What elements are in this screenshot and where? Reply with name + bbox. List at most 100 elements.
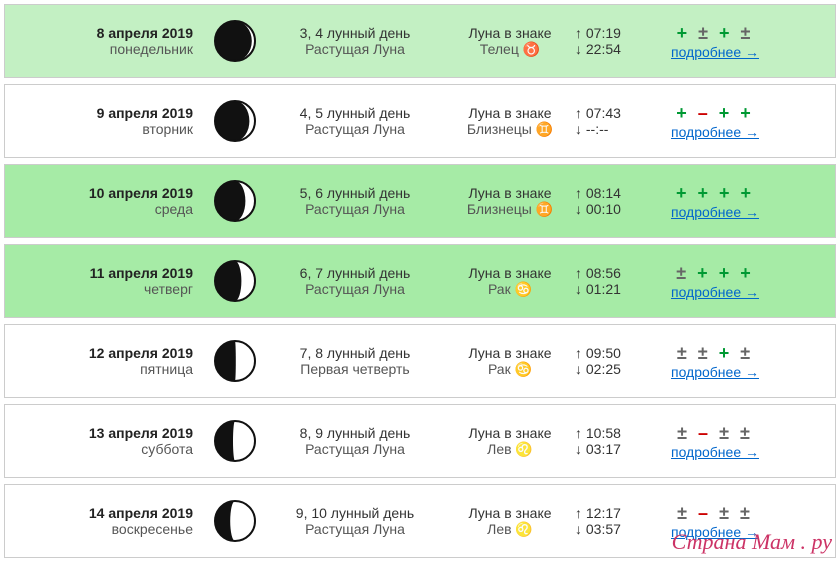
lunar-day-label: 8, 9 лунный день	[265, 425, 445, 441]
calendar-row: 12 апреля 2019 пятница 7, 8 лунный день …	[4, 324, 836, 398]
zodiac-label: Рак ♋	[445, 281, 575, 298]
score-symbols: ± ± + ±	[655, 343, 775, 364]
score-cell: + + + + подробнее →	[655, 183, 775, 220]
score-symbols: + – + +	[655, 103, 775, 124]
moonrise-label: ↑ 10:58	[575, 425, 655, 441]
weekday-label: среда	[13, 201, 193, 217]
sign-label: Луна в знаке	[445, 425, 575, 441]
weekday-label: вторник	[13, 121, 193, 137]
details-link[interactable]: подробнее →	[671, 524, 759, 540]
score-symbols: ± + + +	[655, 263, 775, 284]
moonset-label: ↓ 03:17	[575, 441, 655, 457]
moonrise-label: ↑ 07:19	[575, 25, 655, 41]
details-link[interactable]: подробнее →	[671, 124, 759, 140]
score-symbols: + ± + ±	[655, 23, 775, 44]
zodiac-label: Лев ♌	[445, 441, 575, 458]
moonset-label: ↓ 01:21	[575, 281, 655, 297]
score-symbols: ± – ± ±	[655, 423, 775, 444]
lunar-day-cell: 6, 7 лунный день Растущая Луна	[265, 265, 445, 297]
score-cell: + – + + подробнее →	[655, 103, 775, 140]
date-cell: 11 апреля 2019 четверг	[13, 265, 205, 297]
date-label: 9 апреля 2019	[13, 105, 193, 121]
details-link[interactable]: подробнее →	[671, 444, 759, 460]
calendar-row: 11 апреля 2019 четверг 6, 7 лунный день …	[4, 244, 836, 318]
details-link[interactable]: подробнее →	[671, 364, 759, 380]
moon-times-cell: ↑ 09:50 ↓ 02:25	[575, 345, 655, 377]
zodiac-cell: Луна в знаке Близнецы ♊	[445, 185, 575, 218]
lunar-day-label: 3, 4 лунный день	[265, 25, 445, 41]
phase-label: Растущая Луна	[265, 41, 445, 57]
phase-label: Растущая Луна	[265, 521, 445, 537]
moonrise-label: ↑ 08:56	[575, 265, 655, 281]
lunar-day-cell: 5, 6 лунный день Растущая Луна	[265, 185, 445, 217]
date-label: 11 апреля 2019	[13, 265, 193, 281]
moon-phase-icon	[205, 179, 265, 223]
lunar-day-label: 5, 6 лунный день	[265, 185, 445, 201]
phase-label: Растущая Луна	[265, 121, 445, 137]
zodiac-label: Близнецы ♊	[445, 121, 575, 138]
details-link[interactable]: подробнее →	[671, 204, 759, 220]
details-link[interactable]: подробнее →	[671, 44, 759, 60]
score-cell: ± – ± ± подробнее →	[655, 503, 775, 540]
lunar-day-cell: 4, 5 лунный день Растущая Луна	[265, 105, 445, 137]
sign-label: Луна в знаке	[445, 105, 575, 121]
calendar-row: 13 апреля 2019 суббота 8, 9 лунный день …	[4, 404, 836, 478]
phase-label: Растущая Луна	[265, 201, 445, 217]
moon-times-cell: ↑ 12:17 ↓ 03:57	[575, 505, 655, 537]
date-cell: 14 апреля 2019 воскресенье	[13, 505, 205, 537]
lunar-day-cell: 8, 9 лунный день Растущая Луна	[265, 425, 445, 457]
lunar-calendar-list: 8 апреля 2019 понедельник 3, 4 лунный де…	[4, 4, 836, 558]
sign-label: Луна в знаке	[445, 25, 575, 41]
moon-phase-icon	[205, 339, 265, 383]
phase-label: Растущая Луна	[265, 441, 445, 457]
zodiac-cell: Луна в знаке Близнецы ♊	[445, 105, 575, 138]
lunar-day-label: 9, 10 лунный день	[265, 505, 445, 521]
score-symbols: + + + +	[655, 183, 775, 204]
score-cell: + ± + ± подробнее →	[655, 23, 775, 60]
moonrise-label: ↑ 07:43	[575, 105, 655, 121]
score-cell: ± – ± ± подробнее →	[655, 423, 775, 460]
moonset-label: ↓ 00:10	[575, 201, 655, 217]
weekday-label: воскресенье	[13, 521, 193, 537]
date-cell: 8 апреля 2019 понедельник	[13, 25, 205, 57]
sign-label: Луна в знаке	[445, 345, 575, 361]
lunar-day-label: 4, 5 лунный день	[265, 105, 445, 121]
date-label: 13 апреля 2019	[13, 425, 193, 441]
moon-times-cell: ↑ 07:43 ↓ --:--	[575, 105, 655, 137]
date-label: 12 апреля 2019	[13, 345, 193, 361]
score-symbols: ± – ± ±	[655, 503, 775, 524]
date-cell: 10 апреля 2019 среда	[13, 185, 205, 217]
details-link[interactable]: подробнее →	[671, 284, 759, 300]
zodiac-label: Близнецы ♊	[445, 201, 575, 218]
zodiac-cell: Луна в знаке Рак ♋	[445, 265, 575, 298]
zodiac-cell: Луна в знаке Телец ♉	[445, 25, 575, 58]
date-cell: 13 апреля 2019 суббота	[13, 425, 205, 457]
zodiac-label: Рак ♋	[445, 361, 575, 378]
weekday-label: четверг	[13, 281, 193, 297]
date-cell: 12 апреля 2019 пятница	[13, 345, 205, 377]
zodiac-cell: Луна в знаке Рак ♋	[445, 345, 575, 378]
score-cell: ± + + + подробнее →	[655, 263, 775, 300]
calendar-row: 9 апреля 2019 вторник 4, 5 лунный день Р…	[4, 84, 836, 158]
moon-phase-icon	[205, 259, 265, 303]
moonrise-label: ↑ 12:17	[575, 505, 655, 521]
moonset-label: ↓ 03:57	[575, 521, 655, 537]
moon-phase-icon	[205, 99, 265, 143]
zodiac-label: Телец ♉	[445, 41, 575, 58]
weekday-label: пятница	[13, 361, 193, 377]
weekday-label: суббота	[13, 441, 193, 457]
date-label: 14 апреля 2019	[13, 505, 193, 521]
moon-phase-icon	[205, 499, 265, 543]
moonset-label: ↓ 02:25	[575, 361, 655, 377]
lunar-day-label: 6, 7 лунный день	[265, 265, 445, 281]
lunar-day-cell: 7, 8 лунный день Первая четверть	[265, 345, 445, 377]
moonset-label: ↓ 22:54	[575, 41, 655, 57]
calendar-row: 14 апреля 2019 воскресенье 9, 10 лунный …	[4, 484, 836, 558]
moonrise-label: ↑ 08:14	[575, 185, 655, 201]
zodiac-cell: Луна в знаке Лев ♌	[445, 505, 575, 538]
calendar-row: 8 апреля 2019 понедельник 3, 4 лунный де…	[4, 4, 836, 78]
score-cell: ± ± + ± подробнее →	[655, 343, 775, 380]
zodiac-label: Лев ♌	[445, 521, 575, 538]
moon-times-cell: ↑ 08:56 ↓ 01:21	[575, 265, 655, 297]
calendar-row: 10 апреля 2019 среда 5, 6 лунный день Ра…	[4, 164, 836, 238]
